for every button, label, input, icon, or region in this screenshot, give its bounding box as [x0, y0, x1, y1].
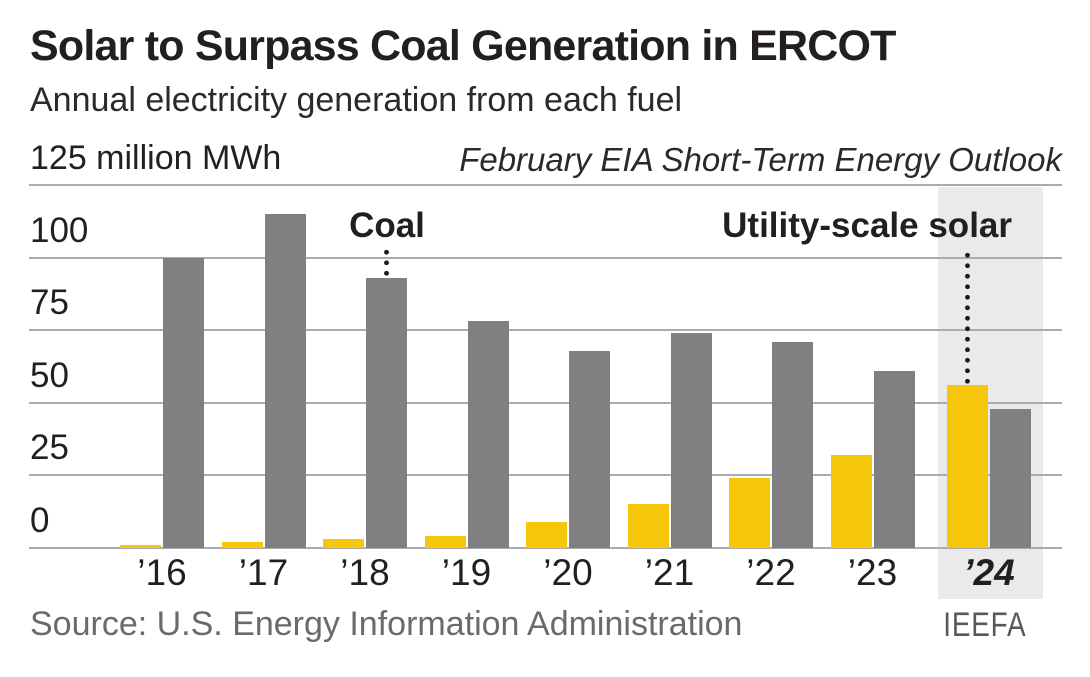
gridline-25 — [29, 474, 1062, 477]
gridline-50 — [29, 401, 1062, 404]
bar-coal-16 — [163, 257, 204, 548]
bar-solar-21 — [627, 504, 669, 548]
y-axis-label-100: 100 — [30, 210, 89, 250]
bar-solar-24 — [947, 385, 988, 548]
y-axis-label-0: 0 — [30, 501, 50, 540]
bar-solar-16 — [120, 545, 161, 548]
bar-coal-17 — [264, 214, 306, 548]
y-axis-label-75: 75 — [30, 283, 69, 323]
coal-series-label: Coal — [349, 206, 425, 245]
bar-solar-23 — [830, 455, 872, 548]
x-axis-label-22: ’22 — [746, 552, 796, 593]
chart-subtitle: Annual electricity generation from each … — [30, 81, 683, 119]
gridline-125 — [29, 184, 1062, 186]
y-axis-label-25: 25 — [30, 428, 69, 468]
data-source-note: February EIA Short-Term Energy Outlook — [459, 141, 1062, 178]
y-axis-unit-label: 125 million MWh — [30, 139, 282, 177]
bar-coal-18 — [366, 277, 407, 548]
gridline-100 — [29, 256, 1062, 259]
bar-coal-19 — [467, 321, 509, 548]
solar-dotted-pointer-line — [965, 250, 970, 386]
bar-solar-20 — [526, 521, 567, 548]
bar-coal-22 — [772, 341, 813, 548]
x-axis-label-16: ’16 — [137, 552, 187, 593]
chart-title: Solar to Surpass Coal Generation in ERCO… — [30, 22, 896, 70]
x-axis-label-21: ’21 — [644, 552, 695, 593]
solar-series-label: Utility-scale solar — [722, 206, 1012, 245]
y-axis-label-50: 50 — [30, 355, 69, 395]
x-axis-label-17: ’17 — [238, 552, 289, 593]
bar-solar-18 — [323, 539, 364, 548]
bar-coal-24 — [990, 408, 1031, 548]
x-axis-label-24: ’24 — [963, 552, 1015, 593]
coal-dotted-pointer-line — [384, 247, 389, 279]
bar-coal-21 — [670, 333, 712, 548]
bar-solar-19 — [424, 536, 466, 548]
ieefa-logo: IEEFA — [942, 606, 1026, 644]
source-attribution: Source: U.S. Energy Information Administ… — [30, 605, 743, 643]
x-axis-label-20: ’20 — [543, 552, 593, 593]
x-axis-label-19: ’19 — [441, 552, 492, 593]
gridline-0 — [29, 547, 1062, 549]
gridline-75 — [29, 329, 1062, 332]
x-axis-label-18: ’18 — [340, 552, 390, 593]
x-axis-label-23: ’23 — [847, 552, 898, 593]
bar-solar-17 — [221, 542, 263, 548]
bar-coal-23 — [873, 370, 915, 548]
bar-solar-22 — [729, 478, 770, 548]
bar-coal-20 — [569, 350, 610, 548]
